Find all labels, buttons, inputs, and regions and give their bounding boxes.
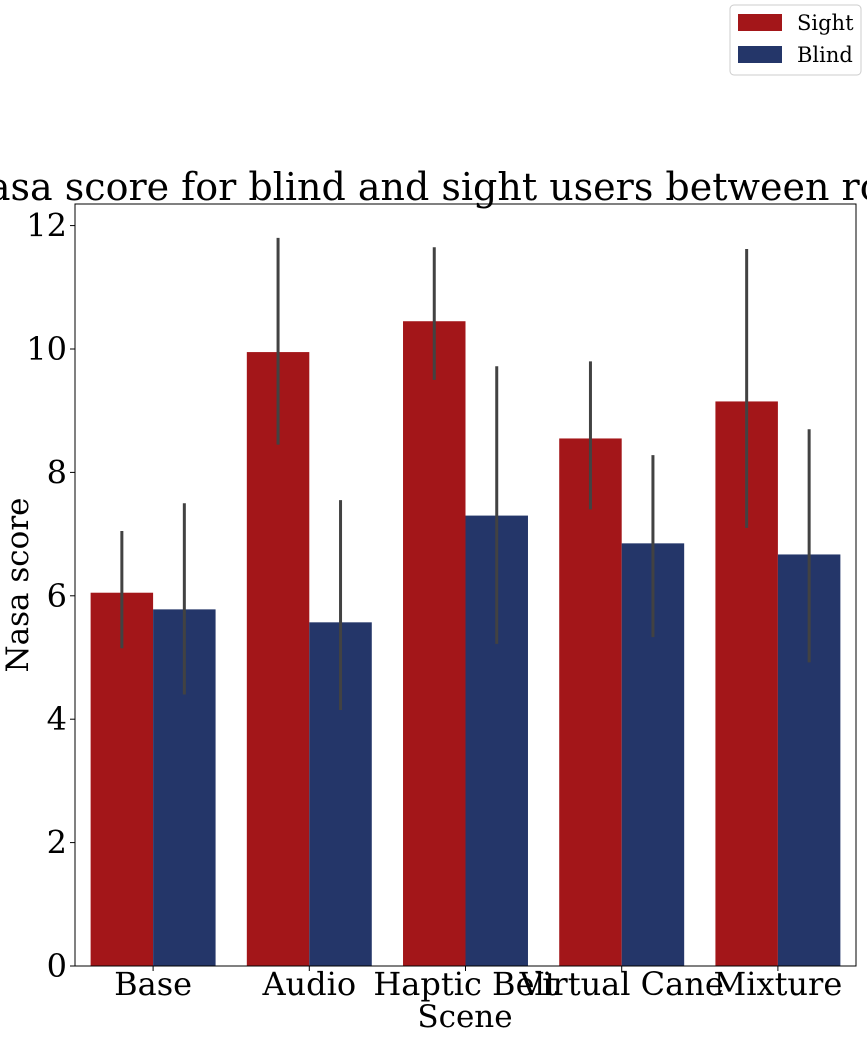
bar-sight-audio bbox=[246, 352, 310, 967]
y-tick-label: 10 bbox=[26, 330, 67, 368]
legend-swatch-sight bbox=[738, 14, 782, 31]
legend: Sight Blind bbox=[729, 4, 862, 76]
bar-sight-haptic-belt bbox=[403, 321, 466, 966]
y-tick-label: 8 bbox=[47, 453, 67, 491]
y-tick-label: 0 bbox=[47, 947, 67, 985]
chart-title: Nasa score for blind and sight users bet… bbox=[0, 165, 867, 209]
x-tick-label: Haptic Belt bbox=[373, 965, 557, 1003]
legend-swatch-blind bbox=[738, 46, 782, 63]
legend-label-blind: Blind bbox=[797, 43, 853, 67]
x-axis-label: Scene bbox=[417, 999, 512, 1035]
y-axis-label: Nasa score bbox=[0, 498, 36, 673]
x-tick-label: Audio bbox=[261, 965, 356, 1003]
y-tick-label: 2 bbox=[47, 824, 67, 862]
legend-label-sight: Sight bbox=[797, 11, 854, 35]
y-tick-label: 12 bbox=[26, 207, 67, 245]
x-tick-label: Base bbox=[114, 965, 192, 1003]
x-tick-label: Virtual Cane bbox=[519, 965, 724, 1003]
y-tick-label: 4 bbox=[47, 700, 67, 738]
x-tick-label: Mixture bbox=[714, 965, 843, 1003]
y-tick-label: 6 bbox=[47, 577, 67, 615]
bars-layer bbox=[90, 321, 841, 967]
y-axis: 0 2 4 6 8 10 12 bbox=[26, 207, 75, 985]
plot-frame bbox=[74, 203, 857, 967]
error-bars-layer bbox=[120, 237, 811, 710]
bar-sight-base bbox=[90, 592, 154, 966]
bar-sight-virtual-cane bbox=[559, 438, 622, 966]
